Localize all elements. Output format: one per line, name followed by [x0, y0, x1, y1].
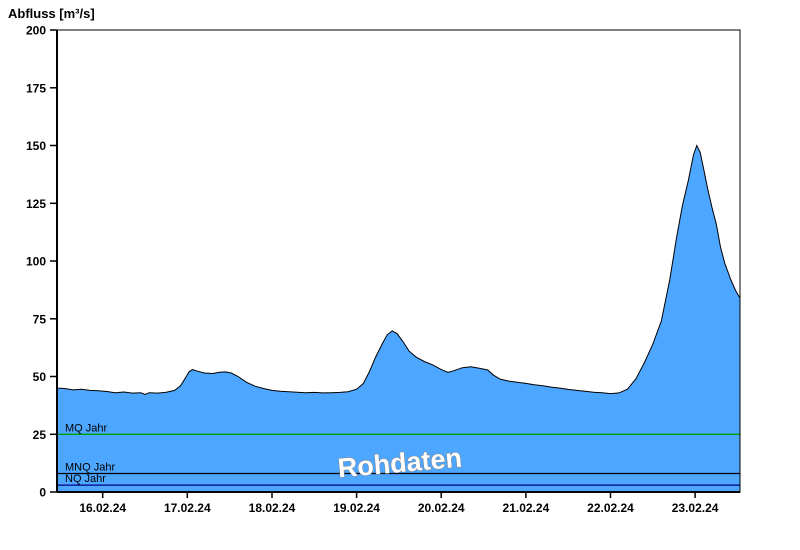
mq-jahr-label: MQ Jahr: [65, 422, 108, 434]
y-tick-label: 125: [26, 197, 46, 211]
y-tick-label: 25: [33, 428, 47, 442]
x-tick-label: 16.02.24: [79, 501, 126, 515]
y-tick-label: 75: [33, 312, 47, 326]
x-tick-label: 19.02.24: [333, 501, 380, 515]
x-tick-label: 23.02.24: [672, 501, 719, 515]
x-tick-label: 22.02.24: [587, 501, 634, 515]
y-tick-label: 100: [26, 255, 46, 269]
y-tick-label: 0: [39, 486, 46, 500]
discharge-area: [57, 145, 740, 492]
mnq-jahr-label: MNQ Jahr: [65, 462, 115, 474]
x-tick-label: 17.02.24: [164, 501, 211, 515]
y-tick-label: 175: [26, 81, 46, 95]
x-tick-label: 18.02.24: [249, 501, 296, 515]
x-tick-label: 20.02.24: [418, 501, 465, 515]
y-tick-label: 50: [33, 370, 47, 384]
x-tick-label: 21.02.24: [503, 501, 550, 515]
chart-title: Abfluss [m³/s]: [8, 6, 95, 21]
nq-jahr-label: NQ Jahr: [65, 473, 106, 485]
discharge-line: [56, 144, 741, 396]
y-tick-label: 200: [26, 24, 46, 38]
y-tick-label: 150: [26, 139, 46, 153]
